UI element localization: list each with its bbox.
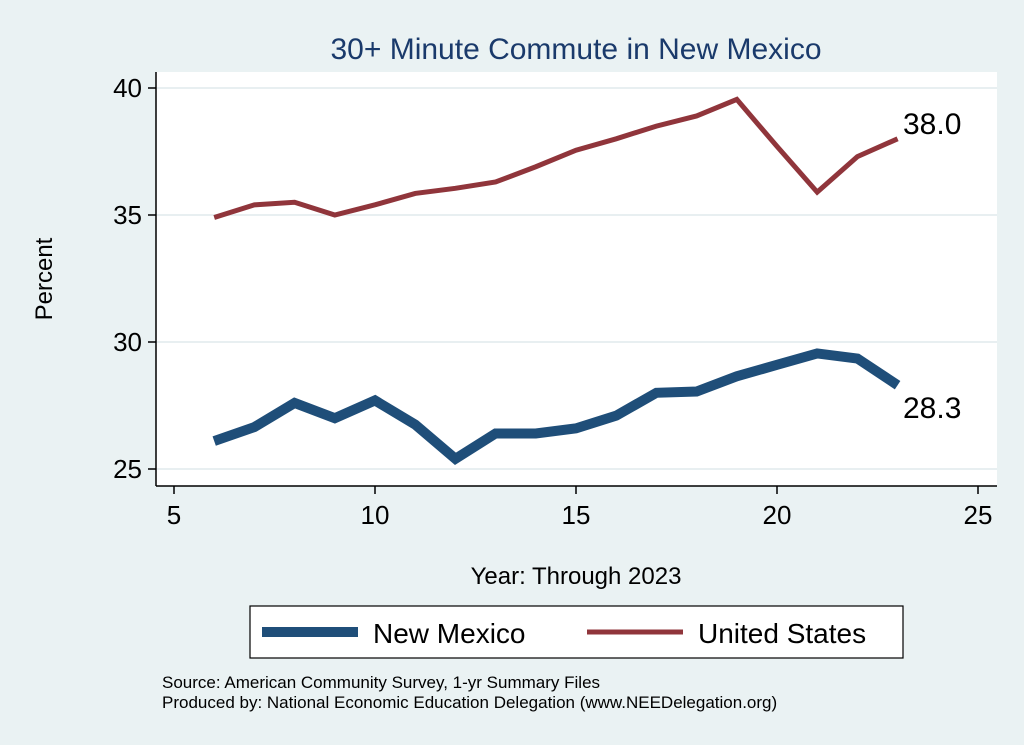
x-axis-label: Year: Through 2023 bbox=[471, 563, 682, 590]
y-tick-label-35: 35 bbox=[113, 200, 142, 230]
chart-title: 30+ Minute Commute in New Mexico bbox=[330, 33, 821, 66]
x-tick-label-10: 10 bbox=[361, 500, 390, 530]
gridlines bbox=[156, 87, 997, 470]
x-tick-label-5: 5 bbox=[167, 500, 181, 530]
x-tick-label-25: 25 bbox=[964, 500, 993, 530]
end-label-new-mexico: 28.3 bbox=[903, 392, 961, 425]
series-line-united-states bbox=[213, 96, 899, 220]
x-tick-label-15: 15 bbox=[562, 500, 591, 530]
plot-area bbox=[156, 72, 997, 486]
y-ticks: 25 30 35 40 bbox=[113, 73, 156, 484]
series-line-new-mexico bbox=[212, 348, 901, 466]
end-label-united-states: 38.0 bbox=[903, 108, 961, 141]
producer-note: Produced by: National Economic Education… bbox=[162, 693, 777, 712]
y-tick-label-25: 25 bbox=[113, 454, 142, 484]
series-lines bbox=[212, 96, 901, 466]
legend-label-united-states: United States bbox=[698, 618, 866, 649]
legend-box bbox=[249, 605, 904, 659]
x-tick-label-20: 20 bbox=[763, 500, 792, 530]
x-ticks: 5 10 15 20 25 bbox=[167, 486, 993, 530]
y-axis-label: Percent bbox=[31, 237, 58, 320]
source-note: Source: American Community Survey, 1-yr … bbox=[162, 673, 600, 692]
y-tick-label-40: 40 bbox=[113, 73, 142, 103]
legend-label-new-mexico: New Mexico bbox=[373, 618, 525, 649]
y-tick-label-30: 30 bbox=[113, 327, 142, 357]
